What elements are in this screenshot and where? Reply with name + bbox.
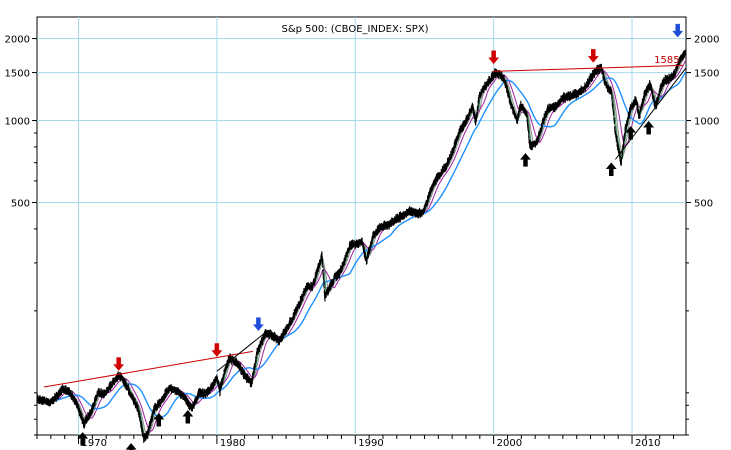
x-tick-label: 2010 <box>635 438 660 449</box>
resistance-line <box>43 350 253 388</box>
arrow-down-icon <box>252 317 264 332</box>
arrow-down-icon <box>113 357 125 371</box>
grid <box>37 17 686 435</box>
trend-and-resistance-lines <box>43 64 687 388</box>
x-tick-label: 1980 <box>220 438 245 449</box>
x-tick-label: 1990 <box>358 438 383 449</box>
resistance-line <box>492 64 684 72</box>
price-series <box>36 49 687 443</box>
arrow-down-icon <box>488 50 500 65</box>
y-tick-label-left: 1000 <box>5 117 30 128</box>
y-tick-label-right: 500 <box>694 198 713 209</box>
axes: 1970 1980 1990 2000 2010 500 500 1000 1000 1500 15… <box>5 35 720 449</box>
chart-title: S&p 500: (CBOE_INDEX: SPX) <box>281 24 428 35</box>
y-tick-label-right: 1000 <box>694 117 719 128</box>
arrow-down-icon <box>672 23 684 38</box>
y-tick-label-right: 1500 <box>694 69 719 80</box>
y-tick-label-left: 2000 <box>5 35 30 46</box>
arrow-up-icon <box>125 442 137 450</box>
y-tick-label-left: 1500 <box>5 69 30 80</box>
y-tick-label-left: 500 <box>11 198 30 209</box>
y-tick-label-right: 2000 <box>694 35 719 46</box>
arrow-up-icon <box>643 120 655 135</box>
arrow-up-icon <box>625 125 637 140</box>
arrow-up-icon <box>519 152 532 167</box>
plot-frame <box>36 16 687 436</box>
x-tick-label: 2000 <box>497 438 522 449</box>
arrow-up-icon <box>77 432 89 446</box>
signal-arrows <box>77 23 684 450</box>
trend-line <box>216 331 268 372</box>
resistance-level-label: 1585 <box>654 55 679 66</box>
arrow-up-icon <box>153 412 165 427</box>
ma-very-long-line <box>36 71 687 418</box>
arrow-down-icon <box>211 343 223 357</box>
x-tick-label: 1970 <box>82 438 107 449</box>
trend-line <box>615 67 687 160</box>
arrow-up-icon <box>182 409 194 424</box>
arrow-down-icon <box>587 49 599 63</box>
arrow-up-icon <box>605 162 617 177</box>
annotations: 1585 <box>654 55 679 66</box>
